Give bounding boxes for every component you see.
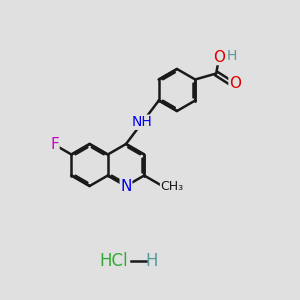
Text: H: H <box>145 252 158 270</box>
Text: N: N <box>120 179 132 194</box>
Text: CH₃: CH₃ <box>160 180 184 193</box>
Text: F: F <box>50 137 59 152</box>
Text: NH: NH <box>132 115 153 129</box>
Text: HCl: HCl <box>100 252 128 270</box>
Text: O: O <box>213 50 225 64</box>
Text: H: H <box>226 49 237 62</box>
Text: O: O <box>229 76 241 92</box>
